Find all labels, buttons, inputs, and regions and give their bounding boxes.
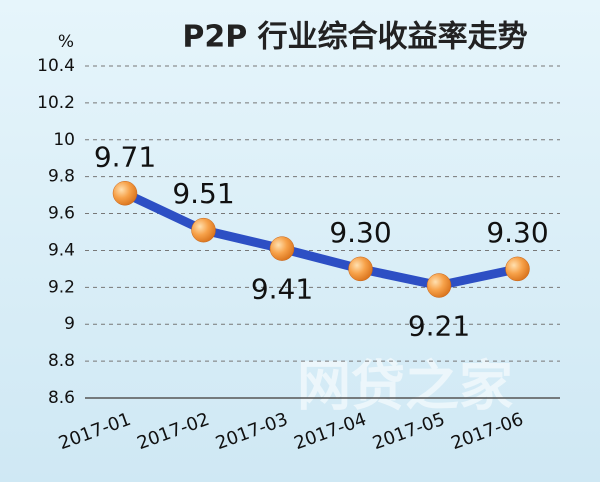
value-label: 9.30	[329, 216, 391, 249]
y-tick-label: 9	[64, 314, 75, 334]
y-tick-label: 8.6	[48, 388, 75, 408]
point	[269, 236, 295, 261]
y-tick-label: 9.4	[48, 240, 75, 260]
y-tick-label: 10.2	[37, 93, 75, 113]
value-label: 9.51	[172, 177, 234, 210]
y-tick-label: 9.2	[48, 277, 75, 297]
point	[348, 256, 373, 282]
y-tick-label: 10.4	[37, 56, 75, 76]
point	[505, 256, 530, 282]
watermark: 网贷之家	[297, 355, 513, 418]
y-unit: %	[58, 32, 74, 52]
y-tick-label: 10	[53, 130, 75, 150]
chart-title: P2P 行业综合收益率走势	[182, 20, 527, 55]
point	[426, 273, 452, 298]
series-line	[123, 189, 519, 290]
value-label: 9.41	[251, 273, 313, 306]
y-tick-label: 9.6	[48, 204, 75, 224]
value-label: 9.21	[408, 309, 470, 342]
point	[112, 181, 138, 206]
point	[191, 217, 216, 243]
value-label: 9.71	[94, 140, 156, 173]
value-label: 9.30	[486, 216, 548, 249]
y-tick-label: 9.8	[48, 167, 75, 187]
y-tick-label: 8.8	[48, 351, 75, 371]
